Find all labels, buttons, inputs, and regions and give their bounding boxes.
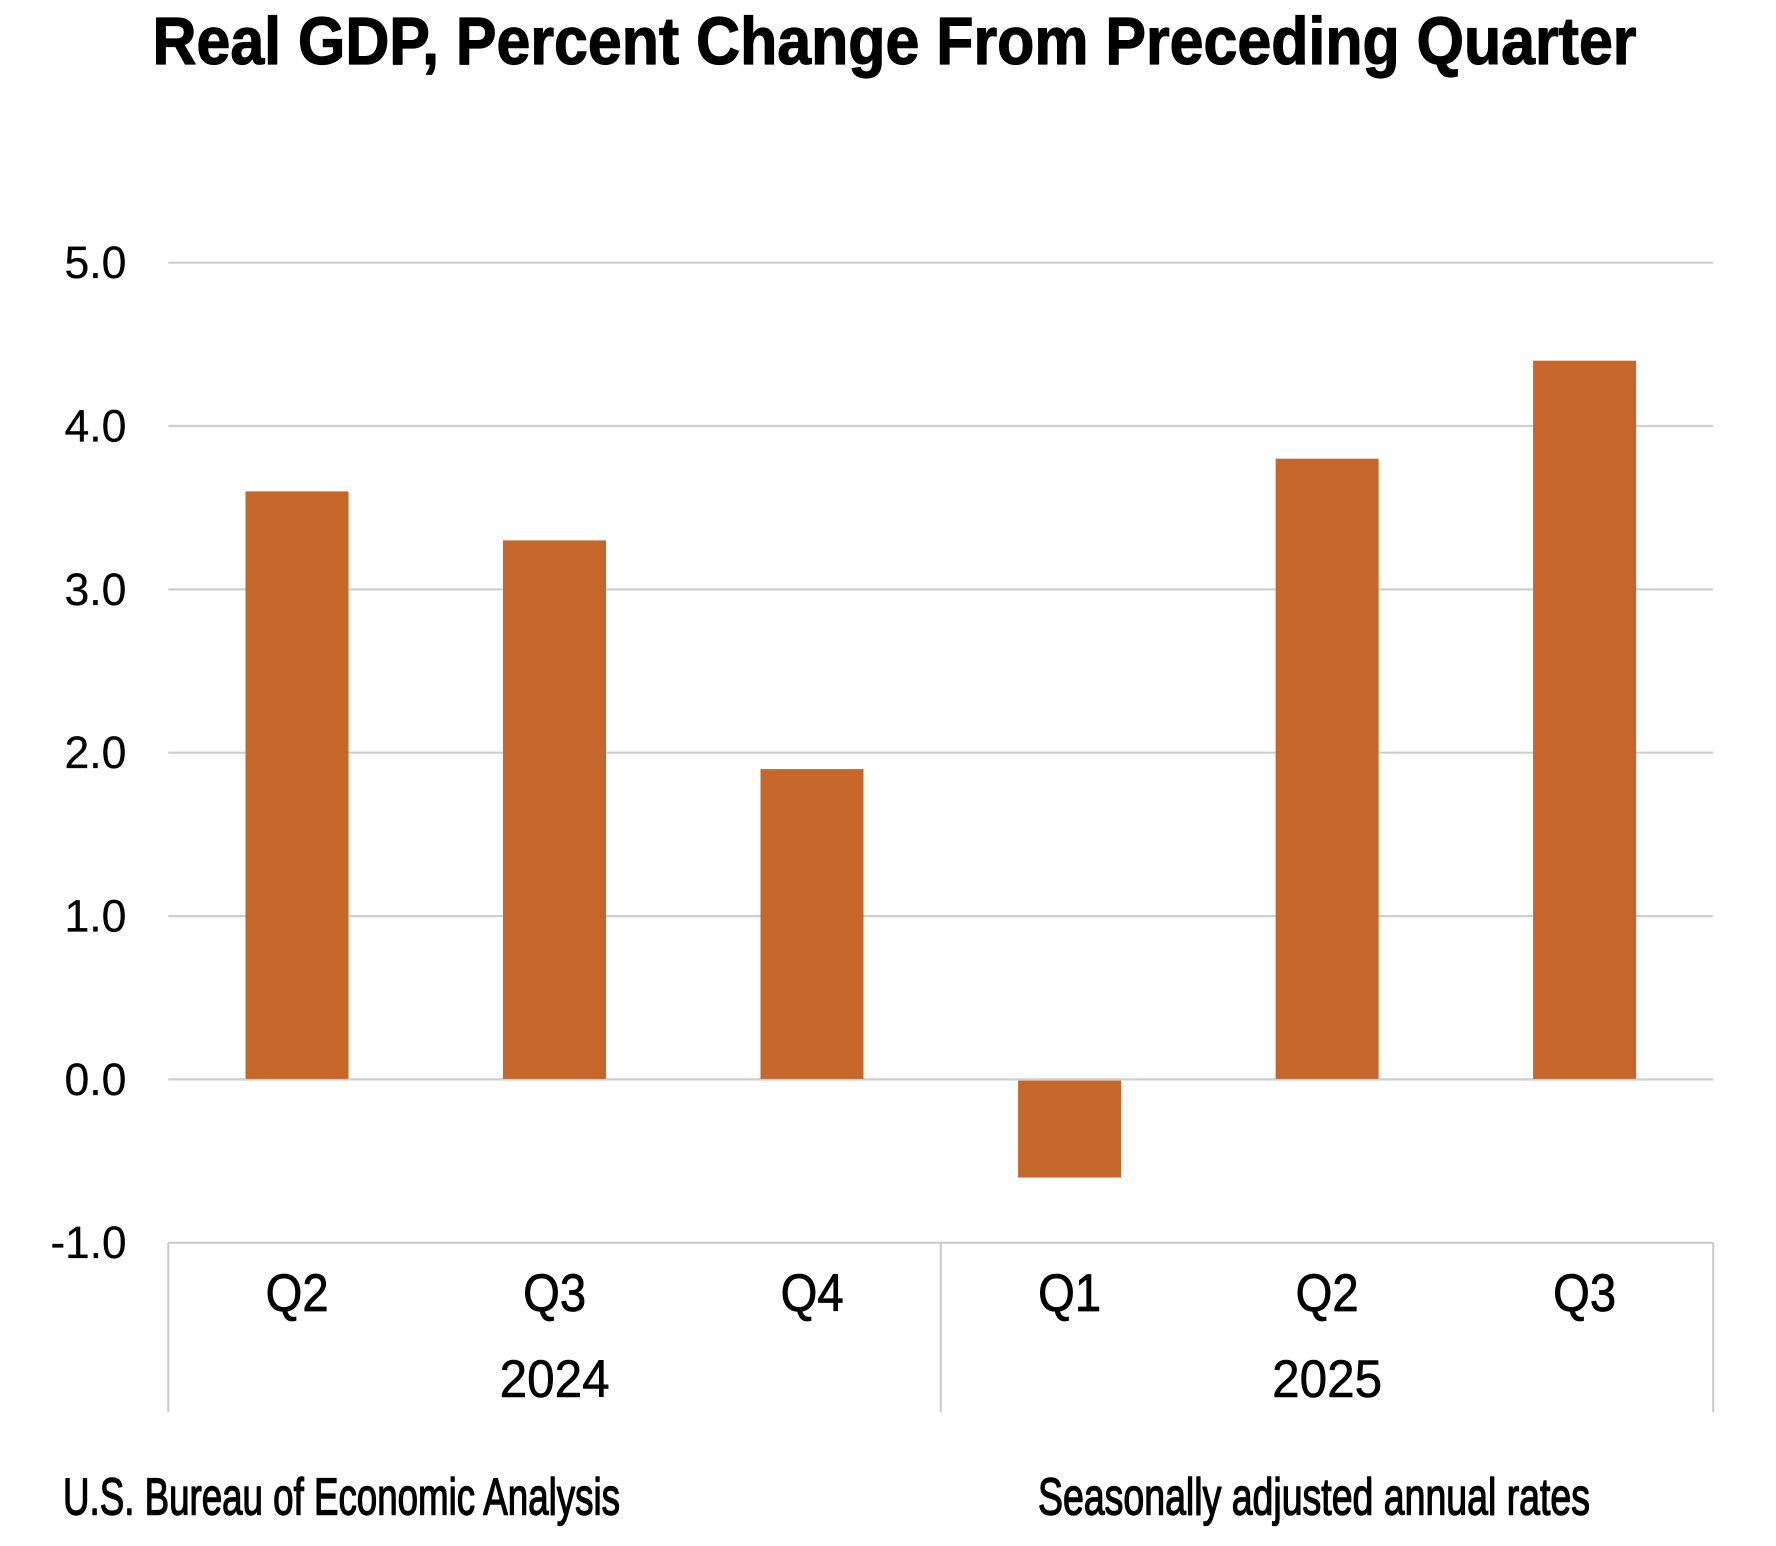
svg-text:0.0: 0.0 (65, 1054, 127, 1105)
svg-text:Seasonally adjusted annual rat: Seasonally adjusted annual rates (1038, 1469, 1590, 1527)
svg-text:3.0: 3.0 (65, 564, 127, 615)
svg-text:-1.0: -1.0 (51, 1217, 127, 1268)
svg-text:Q2: Q2 (1296, 1264, 1359, 1323)
svg-text:2.0: 2.0 (65, 727, 127, 778)
svg-text:Q4: Q4 (781, 1264, 844, 1323)
svg-text:2025: 2025 (1272, 1350, 1382, 1409)
svg-text:5.0: 5.0 (65, 237, 127, 288)
svg-text:U.S. Bureau of Economic Analys: U.S. Bureau of Economic Analysis (63, 1469, 620, 1527)
svg-text:Q3: Q3 (523, 1264, 586, 1323)
svg-text:2024: 2024 (500, 1350, 610, 1409)
svg-text:Q2: Q2 (266, 1264, 329, 1323)
svg-text:Real GDP, Percent Change From: Real GDP, Percent Change From Preceding … (153, 4, 1637, 79)
svg-text:Q1: Q1 (1038, 1264, 1101, 1323)
svg-text:4.0: 4.0 (65, 401, 127, 452)
svg-text:1.0: 1.0 (65, 891, 127, 942)
svg-text:Q3: Q3 (1553, 1264, 1616, 1323)
